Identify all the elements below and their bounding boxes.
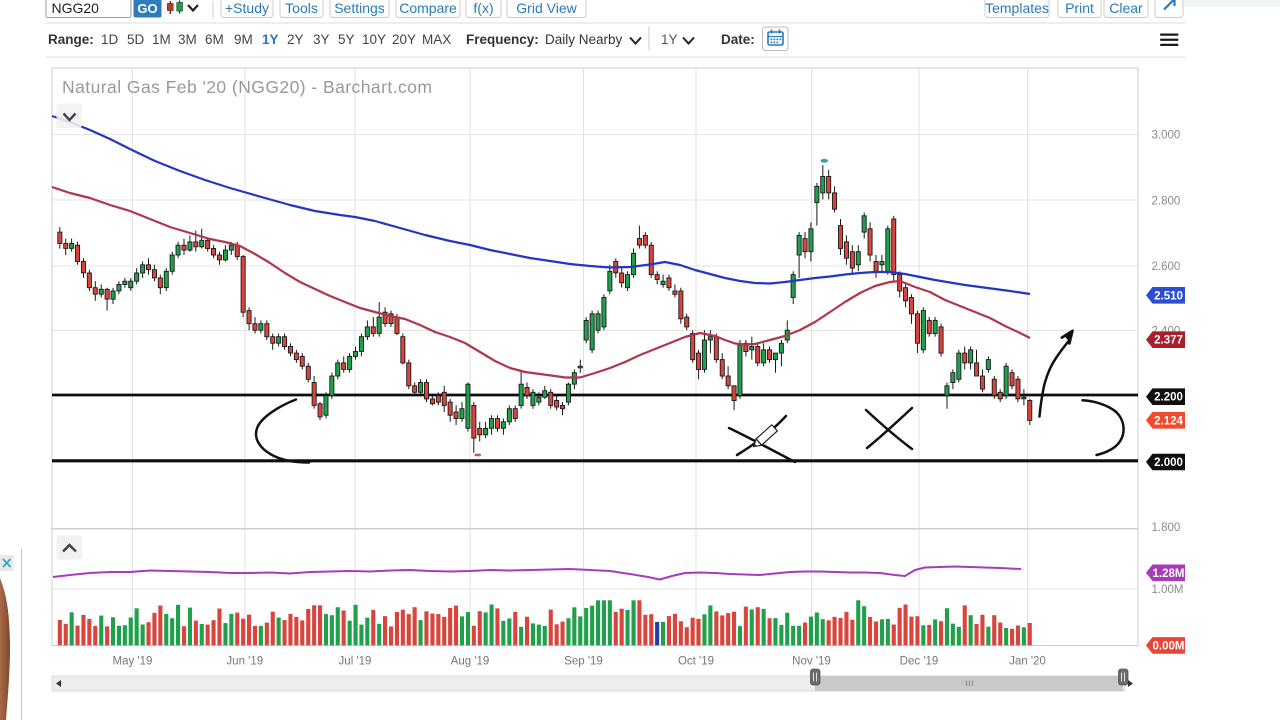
svg-text:2.377: 2.377 [1154, 335, 1183, 347]
svg-text:Natural Gas Feb '20 (NGG20) -: Natural Gas Feb '20 (NGG20) - Barchart.c… [62, 77, 432, 97]
svg-text:10Y: 10Y [362, 32, 386, 47]
svg-text:Jul '19: Jul '19 [339, 656, 372, 668]
svg-text:Range:: Range: [48, 32, 94, 47]
svg-text:5Y: 5Y [338, 32, 355, 47]
svg-text:Aug '19: Aug '19 [451, 656, 490, 668]
svg-text:1M: 1M [152, 32, 171, 47]
svg-text:Dec '19: Dec '19 [900, 656, 939, 668]
svg-text:1Y: 1Y [661, 32, 678, 47]
svg-text:2.600: 2.600 [1152, 261, 1181, 273]
svg-text:Settings: Settings [334, 0, 385, 16]
svg-text:May '19: May '19 [113, 656, 153, 668]
svg-text:0.00M: 0.00M [1153, 640, 1185, 652]
svg-text:NGG20: NGG20 [52, 0, 100, 16]
svg-text:9M: 9M [234, 32, 253, 47]
svg-text:3M: 3M [178, 32, 197, 47]
svg-text:2.800: 2.800 [1152, 195, 1181, 207]
svg-text:2.124: 2.124 [1154, 415, 1183, 427]
svg-text:Sep '19: Sep '19 [564, 656, 603, 668]
svg-text:3.000: 3.000 [1152, 130, 1181, 142]
svg-text:f(x): f(x) [473, 0, 493, 16]
svg-text:2.000: 2.000 [1154, 457, 1183, 469]
svg-text:MAX: MAX [422, 32, 451, 47]
svg-text:1.800: 1.800 [1152, 522, 1181, 534]
svg-text:GO: GO [137, 1, 157, 16]
svg-text:+Study: +Study [225, 0, 269, 16]
svg-text:Jun '19: Jun '19 [226, 656, 263, 668]
svg-text:1D: 1D [101, 32, 119, 47]
svg-text:6M: 6M [205, 32, 224, 47]
svg-text:3Y: 3Y [313, 32, 330, 47]
svg-text:Date:: Date: [721, 32, 755, 47]
svg-text:Grid View: Grid View [516, 0, 577, 16]
svg-text:Daily Nearby: Daily Nearby [545, 32, 623, 47]
svg-text:Templates: Templates [985, 0, 1049, 16]
svg-text:Compare: Compare [399, 0, 457, 16]
svg-text:1.28M: 1.28M [1153, 568, 1185, 580]
svg-text:20Y: 20Y [392, 32, 416, 47]
svg-text:2.200: 2.200 [1154, 392, 1183, 404]
svg-text:2.510: 2.510 [1154, 290, 1183, 302]
svg-text:Tools: Tools [285, 0, 318, 16]
svg-text:1Y: 1Y [262, 32, 279, 47]
svg-text:Oct '19: Oct '19 [678, 656, 714, 668]
svg-text:Clear: Clear [1109, 0, 1143, 16]
svg-text:Nov '19: Nov '19 [792, 656, 831, 668]
svg-text:5D: 5D [127, 32, 145, 47]
svg-text:1.00M: 1.00M [1152, 584, 1184, 596]
svg-text:2Y: 2Y [287, 32, 304, 47]
svg-text:Frequency:: Frequency: [466, 32, 539, 47]
svg-text:Print: Print [1065, 0, 1094, 16]
svg-text:Jan '20: Jan '20 [1009, 656, 1046, 668]
